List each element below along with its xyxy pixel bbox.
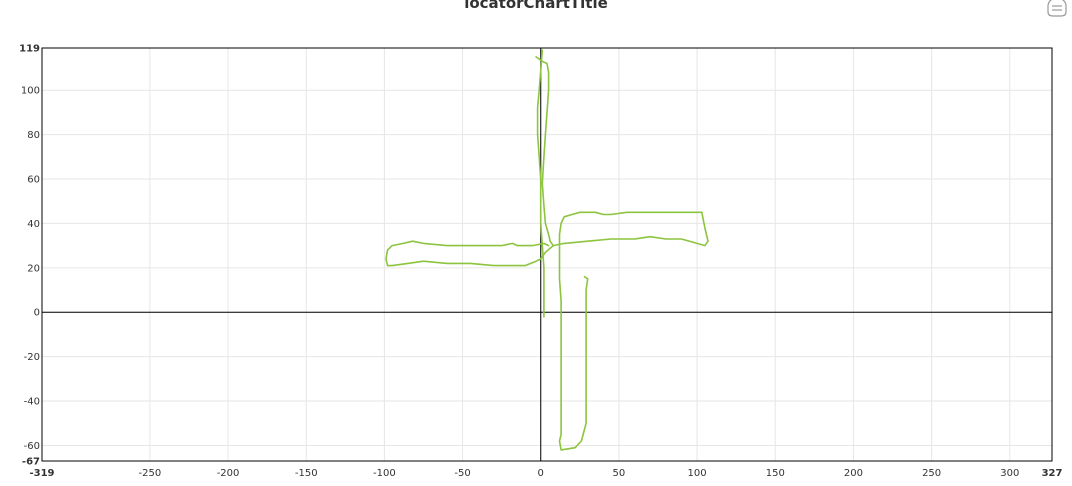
x-tick-label: -150 xyxy=(295,468,318,479)
x-min-label: -319 xyxy=(29,468,54,479)
y-tick-label: -40 xyxy=(24,397,40,408)
y-tick-label: -60 xyxy=(24,441,40,452)
chart-title: locatorChartTitle xyxy=(464,0,608,12)
context-menu-icon[interactable] xyxy=(1044,0,1070,18)
x-tick-label: -200 xyxy=(217,468,240,479)
x-tick-label: 50 xyxy=(613,468,626,479)
x-tick-label: 0 xyxy=(538,468,544,479)
x-tick-label: 100 xyxy=(688,468,707,479)
series-line xyxy=(536,49,545,318)
x-tick-label: 300 xyxy=(1000,468,1019,479)
x-tick-label: -100 xyxy=(373,468,396,479)
y-tick-label: 80 xyxy=(27,130,40,141)
y-max-label: 119 xyxy=(19,44,40,55)
series-line xyxy=(535,56,709,451)
x-tick-label: 150 xyxy=(766,468,785,479)
y-tick-label: 100 xyxy=(21,86,40,97)
x-max-label: 327 xyxy=(1042,468,1063,479)
plot-border xyxy=(41,47,1053,462)
series-line xyxy=(385,240,555,267)
x-tick-label: 200 xyxy=(844,468,863,479)
y-tick-label: 20 xyxy=(27,263,40,274)
x-tick-label: -250 xyxy=(139,468,162,479)
y-tick-label: -20 xyxy=(24,352,40,363)
y-tick-label: 0 xyxy=(34,308,40,319)
x-tick-label: 250 xyxy=(922,468,941,479)
x-tick-label: -50 xyxy=(454,468,470,479)
y-tick-label: 40 xyxy=(27,219,40,230)
y-tick-label: 60 xyxy=(27,175,40,186)
y-min-label: -67 xyxy=(22,457,40,468)
